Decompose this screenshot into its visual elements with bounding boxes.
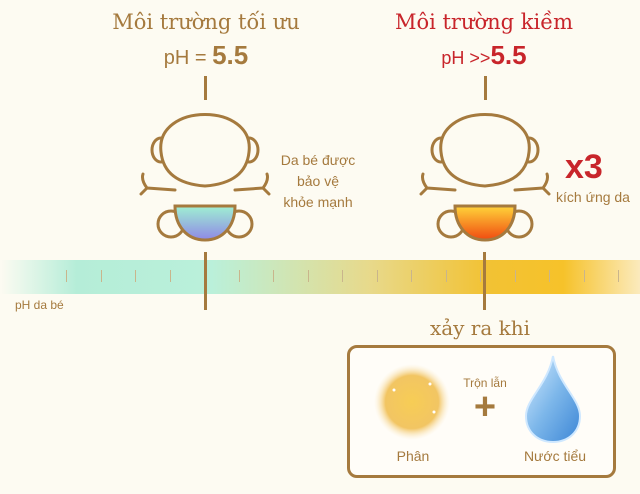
left-ph: pH = 5.5 — [163, 40, 249, 70]
stool-orb-icon — [374, 364, 450, 440]
scale-tick — [445, 270, 447, 282]
left-title: Môi trường tối ưu — [112, 10, 300, 34]
connector-line — [484, 76, 487, 100]
baby-outline-icon — [139, 113, 271, 242]
scale-tick — [273, 270, 274, 282]
cause-box: Trộn lẫn + Phân Nước tiểu — [347, 345, 616, 478]
scale-tick — [376, 270, 378, 282]
mix-label: Trộn lẫn — [463, 376, 507, 390]
right-note: kích ứng da — [556, 189, 630, 205]
scale-tick — [135, 270, 136, 282]
water-drop-icon — [524, 355, 582, 444]
ph-marker-right — [483, 252, 486, 310]
item-stool: Phân — [396, 448, 430, 464]
multiplier: x3 — [565, 148, 603, 186]
right-ph: pH >>5.5 — [441, 40, 527, 70]
left-note: Da bé được bảo vệ khỏe mạnh — [280, 152, 356, 210]
connector-line — [204, 76, 207, 100]
right-title: Môi trường kiềm — [394, 10, 574, 34]
scale-tick — [618, 270, 619, 282]
baby-outline-icon — [419, 113, 551, 242]
scale-tick — [549, 270, 550, 282]
scale-tick — [583, 270, 585, 282]
scale-tick — [238, 270, 240, 282]
scale-tick — [100, 270, 102, 282]
cause-heading: xảy ra khi — [429, 316, 531, 340]
scale-tick — [411, 270, 412, 282]
scale-tick — [307, 270, 309, 282]
scale-tick — [480, 270, 481, 282]
scale-tick — [66, 270, 67, 282]
item-urine: Nước tiểu — [523, 448, 587, 464]
plus-icon: + — [473, 386, 497, 428]
scale-tick — [514, 270, 516, 282]
ph-marker-left — [204, 252, 207, 310]
ph-scale-bar — [0, 260, 640, 294]
scale-label: pH da bé — [15, 298, 64, 312]
scale-tick — [169, 270, 171, 282]
scale-tick — [342, 270, 343, 282]
